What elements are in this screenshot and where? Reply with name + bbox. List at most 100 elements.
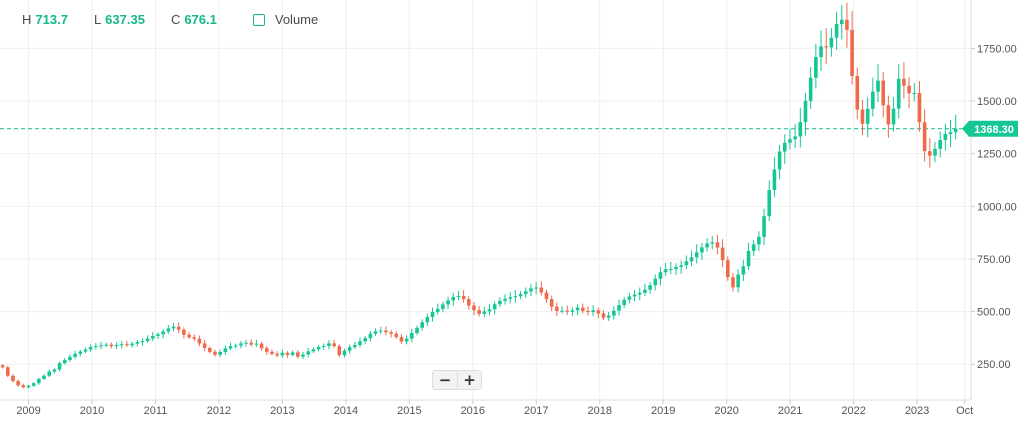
candle (824, 28, 829, 65)
candle (570, 307, 575, 316)
candle-body (384, 330, 388, 333)
candle (456, 290, 461, 301)
candle (575, 304, 580, 316)
candle-body (140, 341, 145, 343)
candle (213, 349, 217, 357)
candle (166, 325, 171, 334)
candle-body (565, 310, 570, 312)
candle-body (78, 351, 83, 354)
candle-body (477, 310, 481, 314)
candle-body (394, 333, 399, 338)
candle-body (26, 385, 31, 388)
chart-grid (0, 0, 971, 400)
candle-body (337, 346, 342, 356)
candle (720, 239, 725, 268)
volume-label[interactable]: Volume (274, 12, 319, 27)
candle-body (933, 148, 937, 156)
candle-body (710, 242, 715, 244)
candle (482, 306, 487, 318)
candle-body (653, 278, 658, 286)
candle (684, 255, 689, 270)
candle (637, 287, 642, 301)
candle (223, 345, 228, 355)
candle (21, 383, 26, 389)
candle-body (145, 338, 150, 342)
candle-body (896, 78, 901, 109)
candle (565, 305, 570, 316)
candle (819, 30, 823, 72)
candle (5, 365, 10, 378)
candle-body (296, 352, 300, 357)
candle (249, 339, 254, 347)
candle-body (321, 346, 326, 348)
zoom-controls: − + (432, 370, 482, 390)
candle-body (135, 342, 140, 344)
candle (280, 349, 285, 358)
candle (275, 351, 279, 358)
candle-body (824, 46, 829, 48)
zoom-in-button[interactable]: + (457, 371, 481, 389)
candle (534, 282, 538, 295)
candle (202, 339, 207, 352)
candle-body (358, 341, 362, 346)
candle (492, 301, 497, 315)
candle-body (316, 346, 321, 350)
candle-body (855, 76, 860, 110)
candle-body (182, 329, 186, 335)
candle (544, 289, 549, 303)
candle-body (612, 310, 616, 316)
candle (68, 354, 72, 362)
candle (31, 382, 36, 387)
candle-body (389, 332, 393, 334)
candle-body (902, 78, 906, 86)
candle (943, 123, 948, 151)
x-tick-label: 2019 (651, 405, 675, 417)
candle-body (327, 343, 331, 347)
candle-body (176, 326, 181, 330)
candle-body (239, 343, 243, 346)
candle (643, 283, 647, 296)
candle-body (425, 317, 430, 323)
candle (725, 256, 730, 281)
candle (762, 208, 766, 246)
candle-body (503, 298, 507, 301)
candle (912, 83, 917, 102)
x-tick-label: 2010 (80, 405, 104, 417)
zoom-out-button[interactable]: − (433, 371, 457, 389)
candle-body (285, 352, 290, 355)
candle (233, 343, 238, 349)
candle (700, 243, 704, 260)
candle-body (928, 151, 932, 156)
candle-body (482, 311, 487, 314)
candle-body (16, 381, 20, 386)
candle (632, 290, 637, 302)
y-tick-label: 250.00 (977, 359, 1011, 371)
candle-body (632, 294, 637, 297)
candle-body (404, 338, 409, 342)
candle-body (62, 360, 67, 364)
candle (99, 341, 103, 350)
x-tick-label: 2022 (841, 405, 865, 417)
candle (171, 322, 176, 332)
candle-body (5, 367, 10, 376)
candle (327, 340, 331, 350)
candle (94, 343, 98, 350)
candle (347, 344, 352, 354)
volume-checkbox[interactable] (252, 13, 265, 26)
candle (860, 99, 865, 136)
candle (591, 305, 595, 317)
candle-body (731, 277, 735, 288)
candle-body (529, 288, 533, 292)
candle-body (684, 261, 689, 266)
candle (767, 180, 772, 222)
candle-body (347, 347, 352, 351)
candle-body (492, 304, 497, 310)
candle (254, 339, 259, 347)
candle (539, 281, 544, 296)
candle-body (508, 297, 513, 299)
close-key: C (170, 12, 181, 27)
candle-body (689, 257, 694, 262)
y-axis-ticks: 250.00 500.00 750.00 1000.00 1250.00 1500.00 1… (971, 43, 1017, 371)
candle-body (161, 331, 165, 335)
